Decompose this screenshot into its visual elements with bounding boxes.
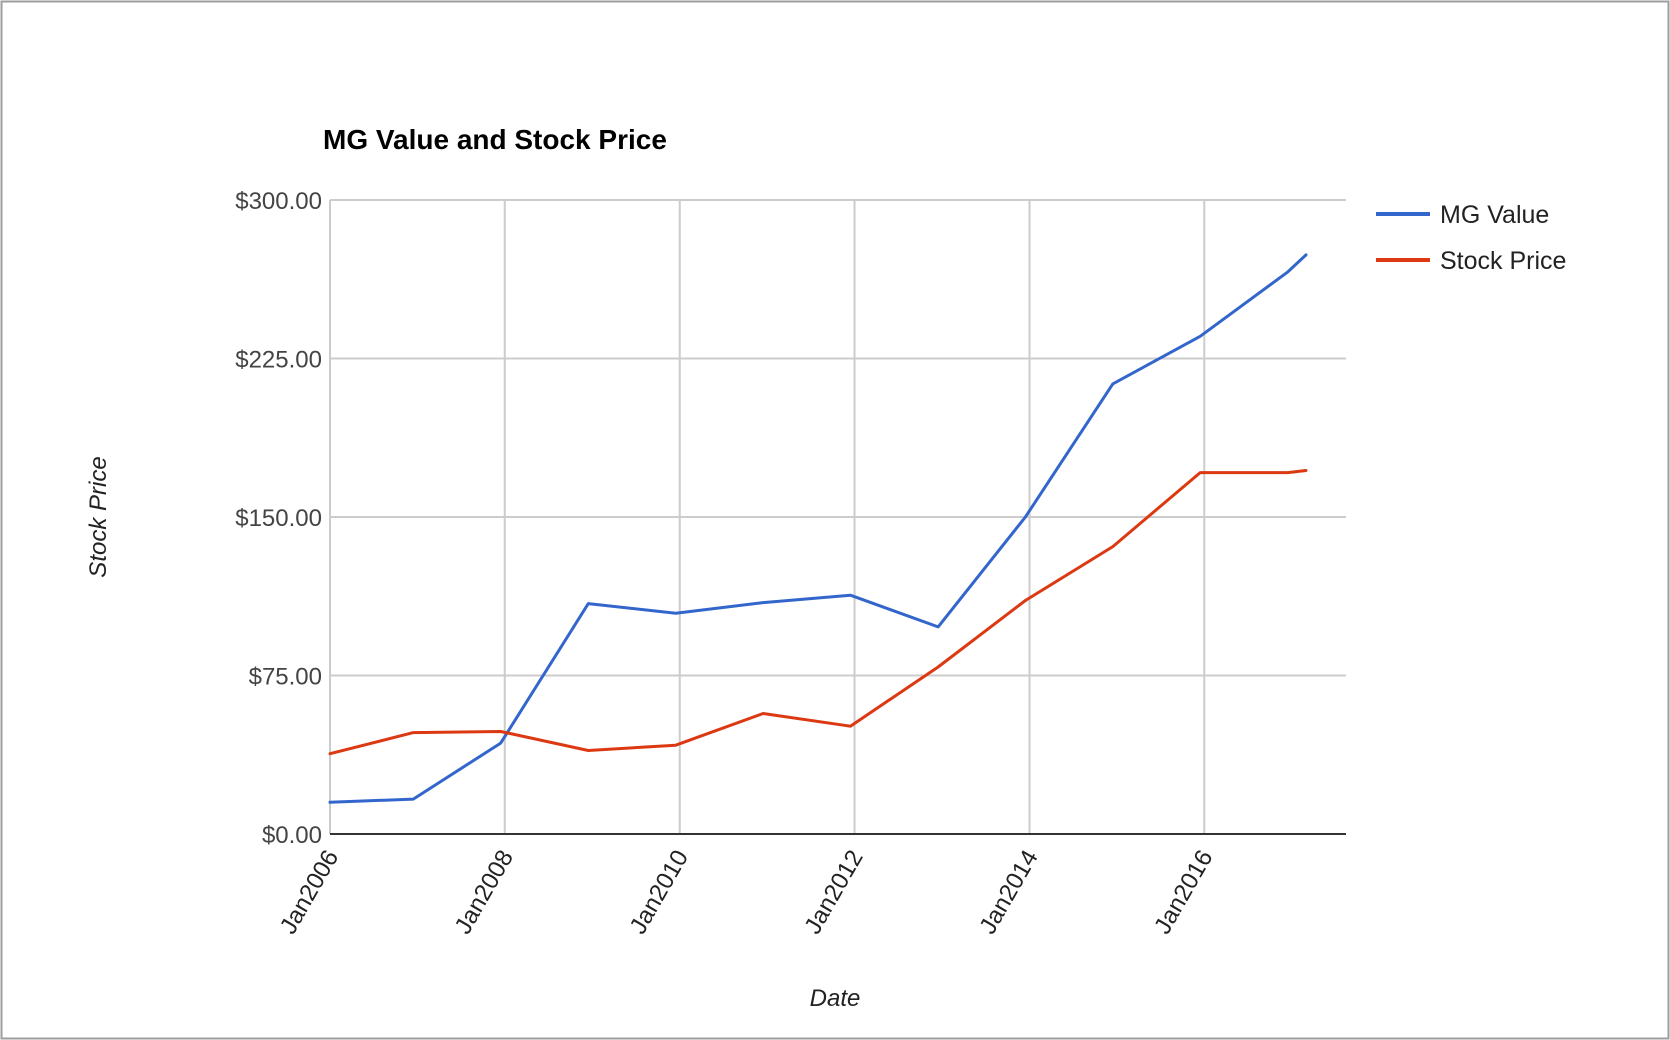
- legend-label-stock-price: Stock Price: [1440, 247, 1566, 275]
- x-axis-title: Date: [810, 985, 861, 1012]
- y-tick-label: $0.00: [262, 822, 322, 849]
- series-line-stock-price: [328, 469, 1308, 756]
- y-tick-label: $75.00: [249, 664, 322, 691]
- y-axis-title: Stock Price: [85, 456, 112, 577]
- chart-title: MG Value and Stock Price: [323, 124, 667, 155]
- y-tick-label: $150.00: [235, 505, 322, 532]
- legend: MG Value Stock Price: [1376, 201, 1566, 275]
- y-tick-label: $225.00: [235, 347, 322, 374]
- series-line-mg-value: [328, 253, 1308, 804]
- series-lines: [328, 253, 1308, 804]
- y-tick-label: $300.00: [235, 188, 322, 215]
- legend-label-mg-value: MG Value: [1440, 201, 1549, 229]
- gridlines: [329, 199, 1346, 834]
